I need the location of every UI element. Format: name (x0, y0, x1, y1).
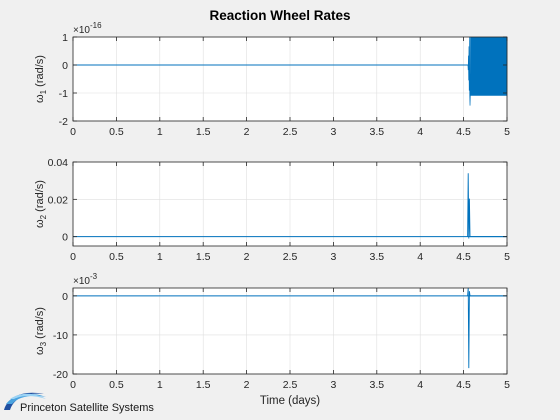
x-tick-label-2: 1 (157, 379, 163, 391)
x-axis-label: Time (days) (260, 395, 320, 407)
y-tick-label-1: -10 (53, 330, 68, 342)
series-burst (467, 36, 508, 106)
panel-3: 0 0.5 1 1.5 2 2.5 3 3.5 4 4.5 5 -20 -10 0 ×10-3 ω3 (rad… (34, 272, 510, 391)
x-tick-label-0: 0 (70, 126, 76, 138)
x-tick-label-2: 1 (157, 251, 163, 263)
y-tick-label-1: -1 (59, 88, 68, 100)
x-tick-label-5: 2.5 (283, 251, 298, 263)
x-tick-label-9: 4.5 (456, 251, 471, 263)
exponent-label: ×10-16 (73, 21, 102, 36)
x-tick-label-9: 4.5 (456, 379, 471, 391)
chart-title: Reaction Wheel Rates (209, 8, 350, 23)
y-tick-label-0: -2 (59, 116, 68, 128)
x-tick-label-4: 2 (244, 379, 250, 391)
x-tick-label-6: 3 (330, 379, 336, 391)
x-tick-label-1: 0.5 (109, 379, 124, 391)
x-tick-label-7: 3.5 (369, 126, 384, 138)
x-tick-label-1: 0.5 (109, 126, 124, 138)
x-tick-label-4: 2 (244, 251, 250, 263)
y-tick-label-3: 1 (62, 32, 68, 44)
x-tick-label-7: 3.5 (369, 379, 384, 391)
x-tick-label-2: 1 (157, 126, 163, 138)
x-tick-label-8: 4 (417, 126, 423, 138)
y-axis-label: ω1 (rad/s) (34, 55, 48, 103)
y-tick-label-0: -20 (53, 369, 68, 381)
x-tick-label-8: 4 (417, 379, 423, 391)
x-tick-label-5: 2.5 (283, 126, 298, 138)
exponent-label: ×10-3 (73, 272, 98, 287)
x-tick-label-1: 0.5 (109, 251, 124, 263)
x-tick-label-4: 2 (244, 126, 250, 138)
logo-swoosh-icon (4, 392, 46, 410)
x-tick-label-10: 5 (504, 379, 510, 391)
x-tick-label-0: 0 (70, 251, 76, 263)
y-tick-label-0: 0 (62, 232, 68, 244)
x-tick-label-3: 1.5 (196, 379, 211, 391)
x-tick-label-9: 4.5 (456, 126, 471, 138)
company-logo: Princeton Satellite Systems (4, 392, 154, 414)
y-axis-label: ω3 (rad/s) (34, 307, 48, 355)
x-tick-label-0: 0 (70, 379, 76, 391)
x-tick-label-10: 5 (504, 251, 510, 263)
y-tick-label-2: 0 (62, 291, 68, 303)
x-tick-label-3: 1.5 (196, 126, 211, 138)
x-tick-label-6: 3 (330, 251, 336, 263)
x-tick-label-6: 3 (330, 126, 336, 138)
series-spike (467, 173, 471, 239)
y-tick-label-2: 0.04 (48, 157, 69, 169)
x-tick-label-8: 4 (417, 251, 423, 263)
x-tick-label-10: 5 (504, 126, 510, 138)
x-tick-label-7: 3.5 (369, 251, 384, 263)
panel-1: 0 0.5 1 1.5 2 2.5 3 3.5 4 4.5 5 -2 -1 0 1 ×10-16 ω1 (rad… (34, 21, 510, 138)
y-axis-label: ω2 (rad/s) (34, 180, 48, 228)
logo-text: Princeton Satellite Systems (20, 402, 154, 414)
y-tick-label-1: 0.02 (48, 194, 69, 206)
y-tick-label-2: 0 (62, 60, 68, 72)
x-tick-label-5: 2.5 (283, 379, 298, 391)
series-spike (467, 287, 471, 369)
x-tick-label-3: 1.5 (196, 251, 211, 263)
